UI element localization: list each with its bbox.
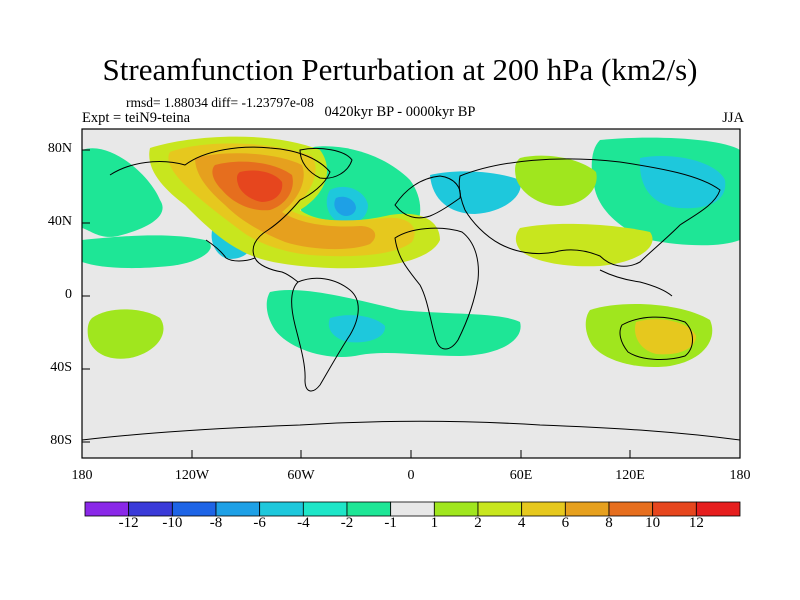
map-title: Streamfunction Perturbation at 200 hPa (… xyxy=(102,52,698,87)
lon-tick-label: 60E xyxy=(509,468,533,483)
contour-neg-pacific-band xyxy=(82,235,211,269)
colorbar-swatch xyxy=(302,501,348,517)
coast-europe xyxy=(394,175,461,219)
colorbar-label: -10 xyxy=(162,515,183,531)
lon-tick-label: 0 xyxy=(407,468,415,483)
colorbar-label: -8 xyxy=(209,515,223,531)
colorbar-swatch xyxy=(564,501,610,517)
coast-southeast-asia xyxy=(599,269,673,297)
colorbar-label: 12 xyxy=(688,515,704,531)
colorbar-swatch xyxy=(259,501,304,517)
stats-label: rmsd= 1.88034 diff= -1.23797e-08 xyxy=(126,95,314,110)
season-label: JJA xyxy=(722,110,744,126)
colorbar-label: -4 xyxy=(297,515,310,531)
colorbar xyxy=(84,501,741,517)
colorbar-swatch xyxy=(695,501,741,517)
colorbar-swatch xyxy=(521,501,566,517)
colorbar-swatch xyxy=(477,501,523,517)
lon-tick-label: 120W xyxy=(174,468,210,483)
coast-africa xyxy=(394,227,479,350)
lon-tick-label: 60W xyxy=(287,468,315,483)
lat-tick-label: 40S xyxy=(50,360,72,375)
lat-tick-label: 0 xyxy=(65,287,72,302)
lat-tick-label: 40N xyxy=(47,214,72,229)
colorbar-label: -1 xyxy=(384,515,397,531)
lon-tick-label: 180 xyxy=(729,468,751,483)
coast-asia xyxy=(458,158,721,267)
coast-antarctica xyxy=(82,420,740,441)
contour-neg-s-atlantic xyxy=(266,290,521,358)
contour-pos-australia-core xyxy=(634,319,696,355)
colorbar-swatch xyxy=(433,501,479,517)
colorbar-label: 8 xyxy=(605,515,613,531)
colorbar-label: 6 xyxy=(561,515,570,531)
colorbar-swatch xyxy=(390,501,435,517)
colorbar-label: 2 xyxy=(474,515,482,531)
colorbar-swatch xyxy=(652,501,697,517)
contour-pos-eurasia-band xyxy=(515,223,653,267)
contour-neg-north-pacific xyxy=(82,148,163,237)
contour-neg-atlantic-inner xyxy=(334,196,356,216)
contour-field xyxy=(82,136,740,441)
colorbar-label: -6 xyxy=(253,515,266,531)
lat-tick-label: 80N xyxy=(47,141,72,156)
coast-australia xyxy=(619,316,693,360)
colorbar-label: 10 xyxy=(645,515,661,531)
contour-pos-na-peak xyxy=(236,170,283,202)
colorbar-swatch xyxy=(215,501,261,517)
colorbar-label: -12 xyxy=(118,515,139,531)
contour-pos-asia xyxy=(515,155,597,206)
coast-central-america xyxy=(205,239,256,262)
colorbar-swatch xyxy=(608,501,654,517)
colorbar-swatch xyxy=(346,501,392,517)
tick-marks xyxy=(81,149,741,458)
colorbar-label: 1 xyxy=(430,515,439,531)
coast-greenland xyxy=(299,147,353,179)
lat-tick-label: 80S xyxy=(50,433,72,448)
colorbar-swatch xyxy=(128,501,173,517)
coast-south-america xyxy=(291,277,359,392)
coastlines xyxy=(82,146,740,441)
colorbar-label: -2 xyxy=(340,515,354,531)
contour-pos-s-pacific xyxy=(87,309,164,359)
experiment-label: Expt = teiN9-teina xyxy=(82,110,191,126)
lon-tick-label: 120E xyxy=(615,468,645,483)
colorbar-swatch xyxy=(171,501,217,517)
contour-neg-s-atlantic-core xyxy=(328,315,386,343)
colorbar-label: 4 xyxy=(517,515,526,531)
colorbar-swatch xyxy=(84,501,130,517)
coast-north-america xyxy=(109,146,331,283)
lon-tick-label: 180 xyxy=(71,468,93,483)
period-label: 0420kyr BP - 0000kyr BP xyxy=(324,104,476,120)
